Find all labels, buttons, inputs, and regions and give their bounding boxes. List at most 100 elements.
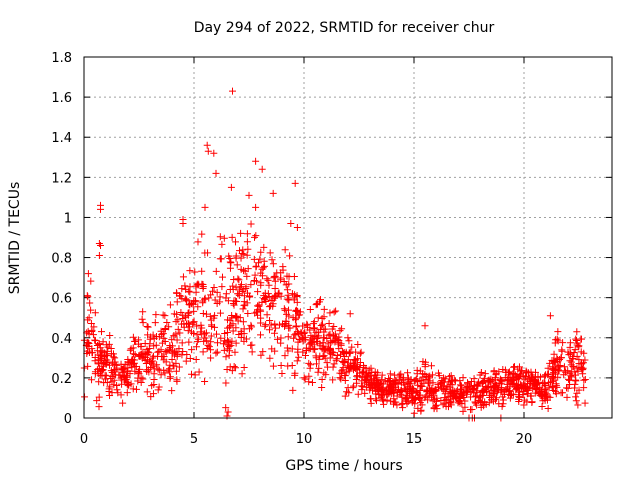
data-point [341,392,349,400]
data-point [219,340,227,348]
data-point [221,329,229,337]
data-point [192,355,200,363]
data-point [97,242,104,250]
data-point [261,322,269,330]
data-point [544,370,552,378]
y-tick-label: 0.2 [51,372,72,387]
data-point [404,375,412,383]
data-point [271,320,279,328]
y-tick-label: 1.6 [51,91,72,106]
data-point [356,358,364,366]
data-point [232,283,240,291]
data-point [248,323,256,331]
data-point [240,292,248,300]
data-point [186,288,194,296]
data-point [285,280,293,288]
data-point [557,354,565,362]
data-point [277,334,285,342]
data-point [522,373,530,381]
data-point [254,311,262,319]
data-point [359,383,367,391]
data-point [95,252,103,260]
data-point [266,249,274,257]
data-point [247,281,255,289]
data-point [155,383,163,391]
data-point [281,246,289,254]
data-point [237,229,245,237]
data-point [554,373,562,381]
data-point [415,391,423,399]
data-point [228,233,236,241]
data-point [229,299,237,307]
data-point [561,367,569,375]
data-point [323,334,331,342]
data-point [144,356,152,364]
data-point [396,388,404,396]
data-point [491,387,499,395]
data-point [330,360,338,368]
data-point [95,340,103,348]
data-point [97,205,104,213]
data-point [332,307,340,315]
data-point [317,296,325,304]
y-tick-label: 1.2 [51,171,72,186]
data-point [241,267,249,275]
data-point [154,386,162,394]
data-point [554,363,562,371]
data-point [98,372,106,380]
data-point [157,371,165,379]
data-point [243,238,251,246]
data-point [572,371,580,379]
data-point [290,272,298,280]
data-point [186,267,194,275]
data-point [390,400,398,408]
data-point [107,367,115,375]
data-point [109,350,117,358]
data-point [442,395,450,403]
data-point [459,374,467,382]
data-point [580,384,588,392]
data-point [399,404,407,412]
data-point [254,288,262,296]
data-point [135,370,143,378]
data-point [314,314,322,322]
data-point [330,308,338,316]
data-point [86,299,94,307]
data-point [119,399,127,407]
data-point [513,373,521,381]
data-point [552,382,560,390]
data-point [178,285,186,293]
data-point [281,322,289,330]
data-point [257,307,265,315]
data-point [427,362,435,370]
data-point [301,375,309,383]
data-point [541,396,549,404]
data-point [324,345,332,353]
data-point [409,394,417,402]
data-point [378,376,386,384]
data-point [258,265,266,273]
data-point [222,353,230,361]
data-point [441,375,449,383]
data-point [569,362,577,370]
data-point [182,357,190,365]
data-point [153,361,161,369]
data-point [238,370,246,378]
data-point [325,319,333,327]
data-point [580,349,588,357]
data-point [478,399,486,407]
data-point [286,252,294,260]
data-point [545,384,553,392]
data-point [310,318,318,326]
data-point [428,371,436,379]
data-point [232,364,240,372]
data-point [244,310,252,318]
data-point [313,300,321,308]
data-point [318,384,326,392]
data-point [229,320,237,328]
data-point [292,314,300,322]
data-point [231,238,239,246]
data-point [123,389,131,397]
data-point [401,385,409,393]
data-point [393,401,401,409]
